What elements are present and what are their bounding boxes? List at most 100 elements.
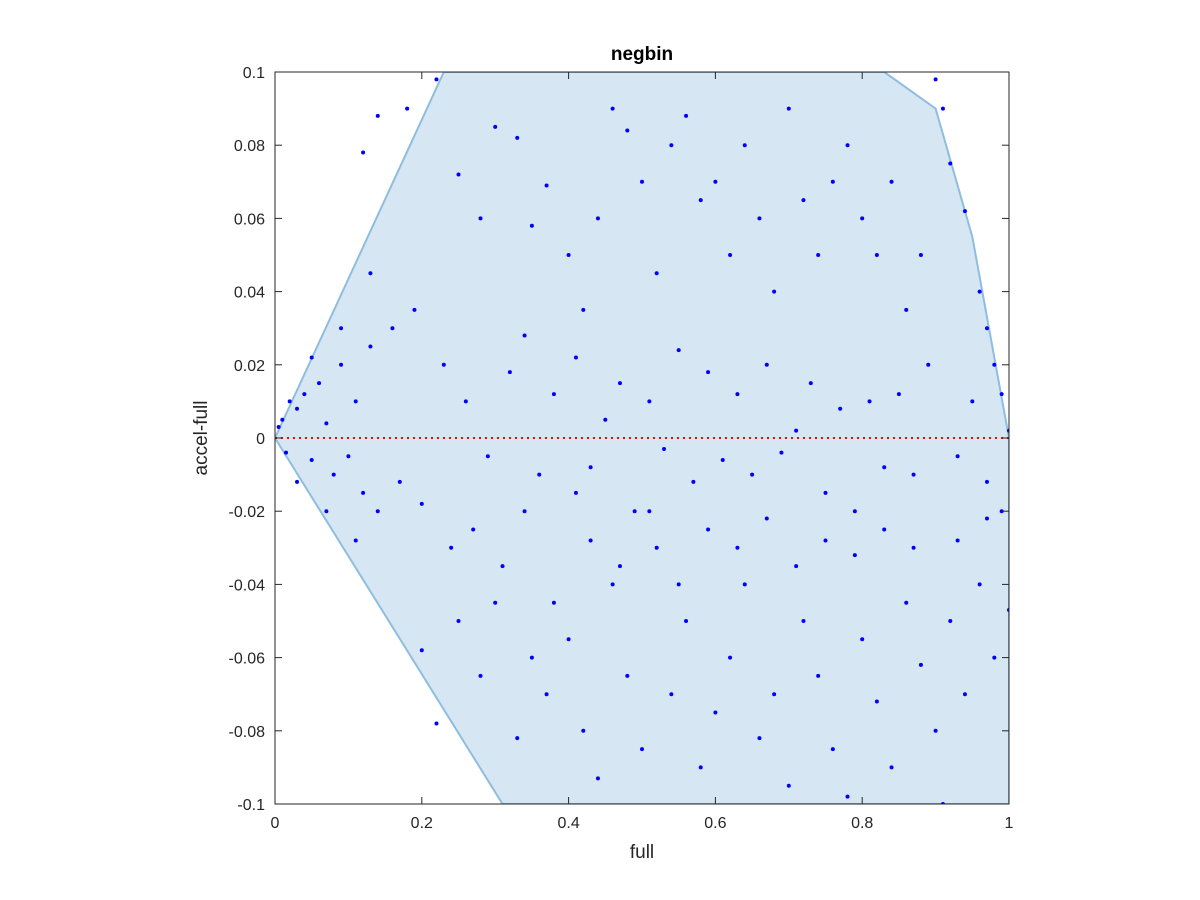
data-point (434, 77, 439, 82)
data-point (940, 106, 945, 111)
data-point (617, 381, 622, 386)
data-point (676, 582, 681, 587)
x-axis-ticks: 0 0.2 0.4 0.6 0.8 1 (271, 72, 1014, 832)
x-axis-label: full (630, 842, 654, 863)
data-point (353, 399, 358, 404)
data-point (691, 479, 696, 484)
data-point (581, 728, 586, 733)
data-point (419, 501, 424, 506)
data-point (992, 362, 997, 367)
data-point (698, 198, 703, 203)
data-point (276, 425, 281, 430)
data-point (904, 307, 909, 312)
data-point (625, 128, 630, 133)
data-point (544, 692, 549, 697)
data-point (515, 135, 520, 140)
data-point (911, 545, 916, 550)
y-tick-label: 0.1 (243, 65, 265, 82)
data-point (984, 479, 989, 484)
data-point (882, 527, 887, 532)
data-point (867, 399, 872, 404)
x-tick-label: 0.8 (851, 815, 873, 832)
data-point (390, 326, 395, 331)
data-point (375, 113, 380, 118)
chart-title: negbin (611, 44, 673, 65)
data-point (397, 479, 402, 484)
data-point (302, 392, 307, 397)
data-point (478, 673, 483, 678)
data-points (276, 77, 1009, 804)
data-point (493, 600, 498, 605)
data-point (830, 747, 835, 752)
data-point (339, 326, 344, 331)
data-point (284, 450, 289, 455)
data-point (544, 183, 549, 188)
data-point (801, 619, 806, 623)
x-tick-label: 0 (271, 815, 280, 832)
data-point (926, 362, 931, 367)
data-point (471, 527, 476, 532)
data-point (676, 348, 681, 353)
data-point (728, 253, 733, 257)
data-point (845, 143, 850, 148)
data-point (918, 253, 923, 257)
data-point (478, 216, 483, 221)
data-point (529, 223, 534, 228)
data-point (874, 253, 879, 257)
data-point (801, 198, 806, 203)
data-point (904, 600, 909, 605)
x-tick-label: 1 (1005, 815, 1014, 832)
data-point (830, 179, 835, 184)
data-point (757, 736, 762, 741)
data-point (522, 333, 527, 338)
data-point (918, 662, 923, 667)
data-point (595, 216, 600, 221)
data-point (977, 582, 982, 587)
data-point (603, 417, 608, 422)
data-point (992, 655, 997, 660)
data-point (551, 600, 556, 605)
data-point (295, 479, 300, 484)
data-point (529, 655, 534, 660)
data-point (537, 472, 542, 477)
data-point (823, 538, 828, 543)
data-point (500, 564, 505, 569)
data-point (610, 582, 615, 587)
data-point (999, 509, 1004, 514)
data-point (698, 765, 703, 770)
data-point (808, 381, 813, 386)
data-point (713, 710, 718, 715)
data-point (999, 392, 1004, 397)
data-point (984, 326, 989, 331)
y-tick-label: -0.02 (229, 504, 266, 521)
data-point (984, 516, 989, 521)
data-point (309, 355, 314, 360)
data-point (911, 472, 916, 477)
data-point (823, 490, 828, 495)
data-point (669, 143, 674, 148)
y-tick-label: -0.06 (229, 651, 266, 668)
y-tick-label: 0.08 (234, 138, 265, 155)
data-point (317, 381, 322, 386)
data-point (625, 673, 630, 678)
data-point (706, 370, 711, 375)
y-tick-label: -0.04 (229, 577, 266, 594)
data-point (654, 271, 659, 276)
data-point (742, 582, 747, 587)
data-point (757, 216, 762, 221)
data-point (566, 637, 571, 642)
data-point (412, 307, 417, 312)
data-point (588, 538, 593, 543)
data-point (522, 509, 527, 514)
data-point (515, 736, 520, 741)
data-point (339, 362, 344, 367)
data-point (838, 406, 843, 411)
data-point (764, 362, 769, 367)
data-point (295, 406, 300, 411)
y-tick-label: -0.1 (237, 797, 265, 814)
data-point (669, 692, 674, 697)
data-point (970, 399, 975, 404)
data-point (595, 776, 600, 781)
data-point (816, 673, 821, 678)
